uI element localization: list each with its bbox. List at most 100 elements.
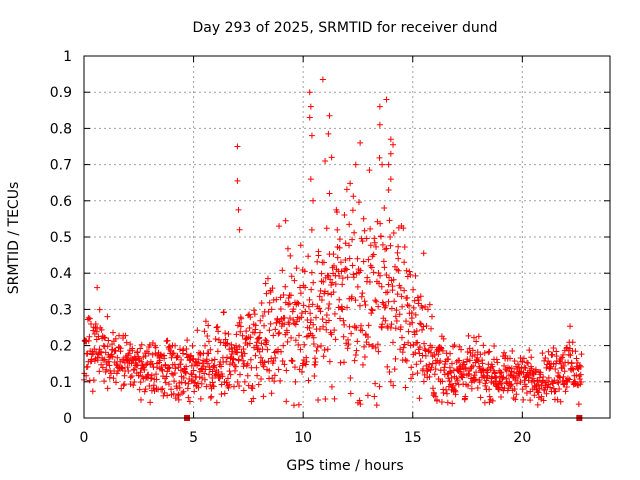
data-point [573,372,580,379]
data-point [341,359,348,366]
data-point [347,374,354,381]
data-point [403,267,410,274]
data-point [226,368,233,375]
data-point [208,357,215,364]
data-point [175,391,182,398]
data-point [512,396,519,403]
data-point [170,390,177,397]
data-point [104,385,111,392]
data-point [231,367,238,374]
data-point [420,323,427,330]
data-point [367,242,374,249]
data-point [442,386,449,393]
data-point [411,328,418,335]
data-point [379,241,386,248]
data-point [323,326,330,333]
data-point [346,242,353,249]
data-point [175,364,182,371]
data-point [447,350,454,357]
data-point [387,242,394,249]
data-point [168,370,175,377]
data-point [148,372,155,379]
data-point [198,380,205,387]
data-point [294,299,301,306]
data-point [298,310,305,317]
data-point [357,139,364,146]
data-point [137,396,144,403]
data-point [166,364,173,371]
data-point [122,332,129,339]
data-point [353,347,360,354]
data-point [326,190,333,197]
data-point [403,357,410,364]
data-point [352,297,359,304]
data-point [318,270,325,277]
data-point [444,399,451,406]
data-point [395,243,402,250]
data-point [101,378,108,385]
data-point [475,358,482,365]
data-point [284,245,291,252]
data-point [365,256,372,263]
data-point [403,318,410,325]
data-point [397,323,404,330]
data-point [340,333,347,340]
y-tick-label: 0.1 [50,375,72,391]
data-point [379,321,386,328]
data-point [311,373,318,380]
data-point [180,374,187,381]
data-point [557,398,564,405]
data-point [545,374,552,381]
data-point [226,381,233,388]
data-point [417,358,424,365]
data-point [260,363,267,370]
data-point [346,323,353,330]
data-point [486,348,493,355]
data-point [118,364,125,371]
data-point [185,380,192,387]
data-point [315,396,322,403]
data-point [146,341,153,348]
data-point [99,364,106,371]
data-point [236,382,243,389]
data-point [330,251,337,258]
data-point [329,279,336,286]
data-point [545,348,552,355]
data-point [133,361,140,368]
data-point [578,379,585,386]
data-point [563,383,570,390]
data-point [431,352,438,359]
data-point [392,355,399,362]
data-point [221,390,228,397]
data-point [577,363,584,370]
data-point [142,386,149,393]
data-point [341,321,348,328]
data-point [427,349,434,356]
data-point [406,268,413,275]
data-point [475,333,482,340]
data-point [109,353,116,360]
data-point [244,372,251,379]
data-point [131,379,138,386]
data-point [382,317,389,324]
y-tick-label: 0 [63,411,72,427]
data-point [203,383,210,390]
data-point [180,388,187,395]
data-point [376,121,383,128]
data-point [525,360,532,367]
data-point [201,370,208,377]
data-point [489,397,496,404]
data-point [376,103,383,110]
data-point [328,331,335,338]
data-point [426,301,433,308]
data-point [301,268,308,275]
data-point [203,356,210,363]
data-point [534,388,541,395]
data-point [390,141,397,148]
data-point [452,380,459,387]
data-point [395,255,402,262]
data-point [89,388,96,395]
data-point [447,368,454,375]
data-point [344,304,351,311]
data-point [385,281,392,288]
